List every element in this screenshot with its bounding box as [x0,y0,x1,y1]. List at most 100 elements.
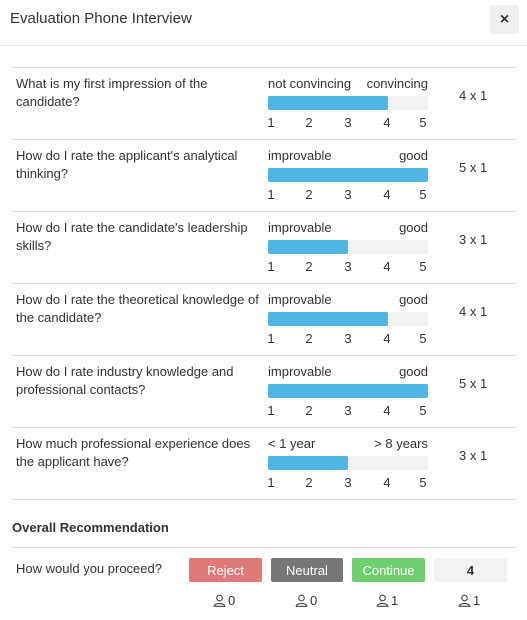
rating-slider[interactable] [268,168,428,182]
tick-labels: 1 2 3 4 5 [267,115,428,131]
scale-high-label: good [399,364,428,379]
tick-label: 1 [267,115,275,130]
recommendation-result: 4 [434,558,507,582]
rating-slider[interactable] [268,384,428,398]
score-value: 3 x 1 [459,448,488,463]
tick-label: 5 [419,403,427,418]
score-value: 4 x 1 [459,304,488,319]
rating-slider-fill [268,240,348,254]
rating-slider-fill [268,168,428,182]
close-icon: × [499,10,510,28]
neutral-vote-count: 0 [295,593,317,608]
rating-slider[interactable] [268,312,428,326]
scale-labels: improvable good [268,219,428,237]
tick-label: 4 [383,331,391,346]
scale-labels: improvable good [268,363,428,381]
question-row: How much professional experience does th… [12,428,516,500]
continue-vote-count: 1 [376,593,398,608]
scale-low-label: < 1 year [268,436,316,451]
score-value: 5 x 1 [459,160,488,175]
tick-labels: 1 2 3 4 5 [267,403,428,419]
rating-slider-fill [268,96,388,110]
rating-slider[interactable] [268,96,428,110]
tick-labels: 1 2 3 4 5 [267,187,428,203]
scale-high-label: good [399,148,428,163]
question-text: How do I rate the theoretical knowledge … [16,292,259,325]
tick-label: 4 [383,475,391,490]
tick-label: 2 [305,475,313,490]
question-text: What is my first impression of the candi… [16,76,208,109]
tick-label: 4 [383,187,391,202]
tick-label: 1 [267,259,275,274]
score-value: 4 x 1 [459,88,488,103]
scale-high-label: good [399,292,428,307]
vote-count: 1 [391,593,399,608]
scale-high-label: > 8 years [374,436,428,451]
scale-low-label: improvable [268,292,332,307]
divider [12,547,516,548]
dialog-header: Evaluation Phone Interview × [0,0,527,46]
user-icon [213,594,226,607]
scale-labels: improvable good [268,147,428,165]
tick-labels: 1 2 3 4 5 [267,475,428,491]
question-row: What is my first impression of the candi… [12,68,516,140]
question-text: How do I rate the candidate's leadership… [16,220,248,253]
neutral-button[interactable]: Neutral [271,558,343,582]
close-button[interactable]: × [490,5,519,34]
user-icon [376,594,389,607]
tick-label: 1 [267,403,275,418]
question-text: How do I rate industry knowledge and pro… [16,364,234,397]
tick-label: 5 [419,331,427,346]
tick-label: 5 [419,259,427,274]
tick-label: 5 [419,187,427,202]
tick-label: 3 [344,259,352,274]
tick-label: 4 [383,403,391,418]
tick-label: 3 [344,115,352,130]
scale-high-label: convincing [366,76,428,91]
scale-low-label: improvable [268,148,332,163]
tick-label: 1 [267,187,275,202]
question-row: How do I rate the theoretical knowledge … [12,284,516,356]
continue-button[interactable]: Continue [352,558,425,582]
scale-labels: not convincing convincing [268,75,428,93]
scale-low-label: improvable [268,220,332,235]
question-row: How do I rate the candidate's leadership… [12,212,516,284]
tick-labels: 1 2 3 4 5 [267,259,428,275]
vote-count: 0 [310,593,318,608]
tick-label: 2 [305,331,313,346]
rating-slider-fill [268,384,428,398]
vote-count: 0 [228,593,236,608]
rating-slider[interactable] [268,240,428,254]
tick-labels: 1 2 3 4 5 [267,331,428,347]
rating-slider-fill [268,312,388,326]
tick-label: 1 [267,331,275,346]
tick-label: 4 [383,115,391,130]
question-text: How do I rate the applicant's analytical… [16,148,238,181]
tick-label: 3 [344,331,352,346]
scale-labels: < 1 year > 8 years [268,435,428,453]
question-row: How do I rate industry knowledge and pro… [12,356,516,428]
tick-label: 3 [344,475,352,490]
tick-label: 2 [305,403,313,418]
result-vote-count: 1 [458,593,480,608]
tick-label: 1 [267,475,275,490]
scale-low-label: not convincing [268,76,352,91]
question-list: What is my first impression of the candi… [12,67,516,500]
rating-slider[interactable] [268,456,428,470]
tick-label: 2 [305,187,313,202]
tick-label: 2 [305,115,313,130]
rating-slider-fill [268,456,348,470]
score-value: 5 x 1 [459,376,488,391]
score-value: 3 x 1 [459,232,488,247]
tick-label: 4 [383,259,391,274]
scale-low-label: improvable [268,364,332,379]
tick-label: 5 [419,475,427,490]
reject-vote-count: 0 [213,593,235,608]
tick-label: 5 [419,115,427,130]
reject-button[interactable]: Reject [189,558,262,582]
tick-label: 3 [344,187,352,202]
scale-labels: improvable good [268,291,428,309]
question-text: How much professional experience does th… [16,436,251,469]
overall-recommendation-title: Overall Recommendation [12,520,169,535]
tick-label: 3 [344,403,352,418]
